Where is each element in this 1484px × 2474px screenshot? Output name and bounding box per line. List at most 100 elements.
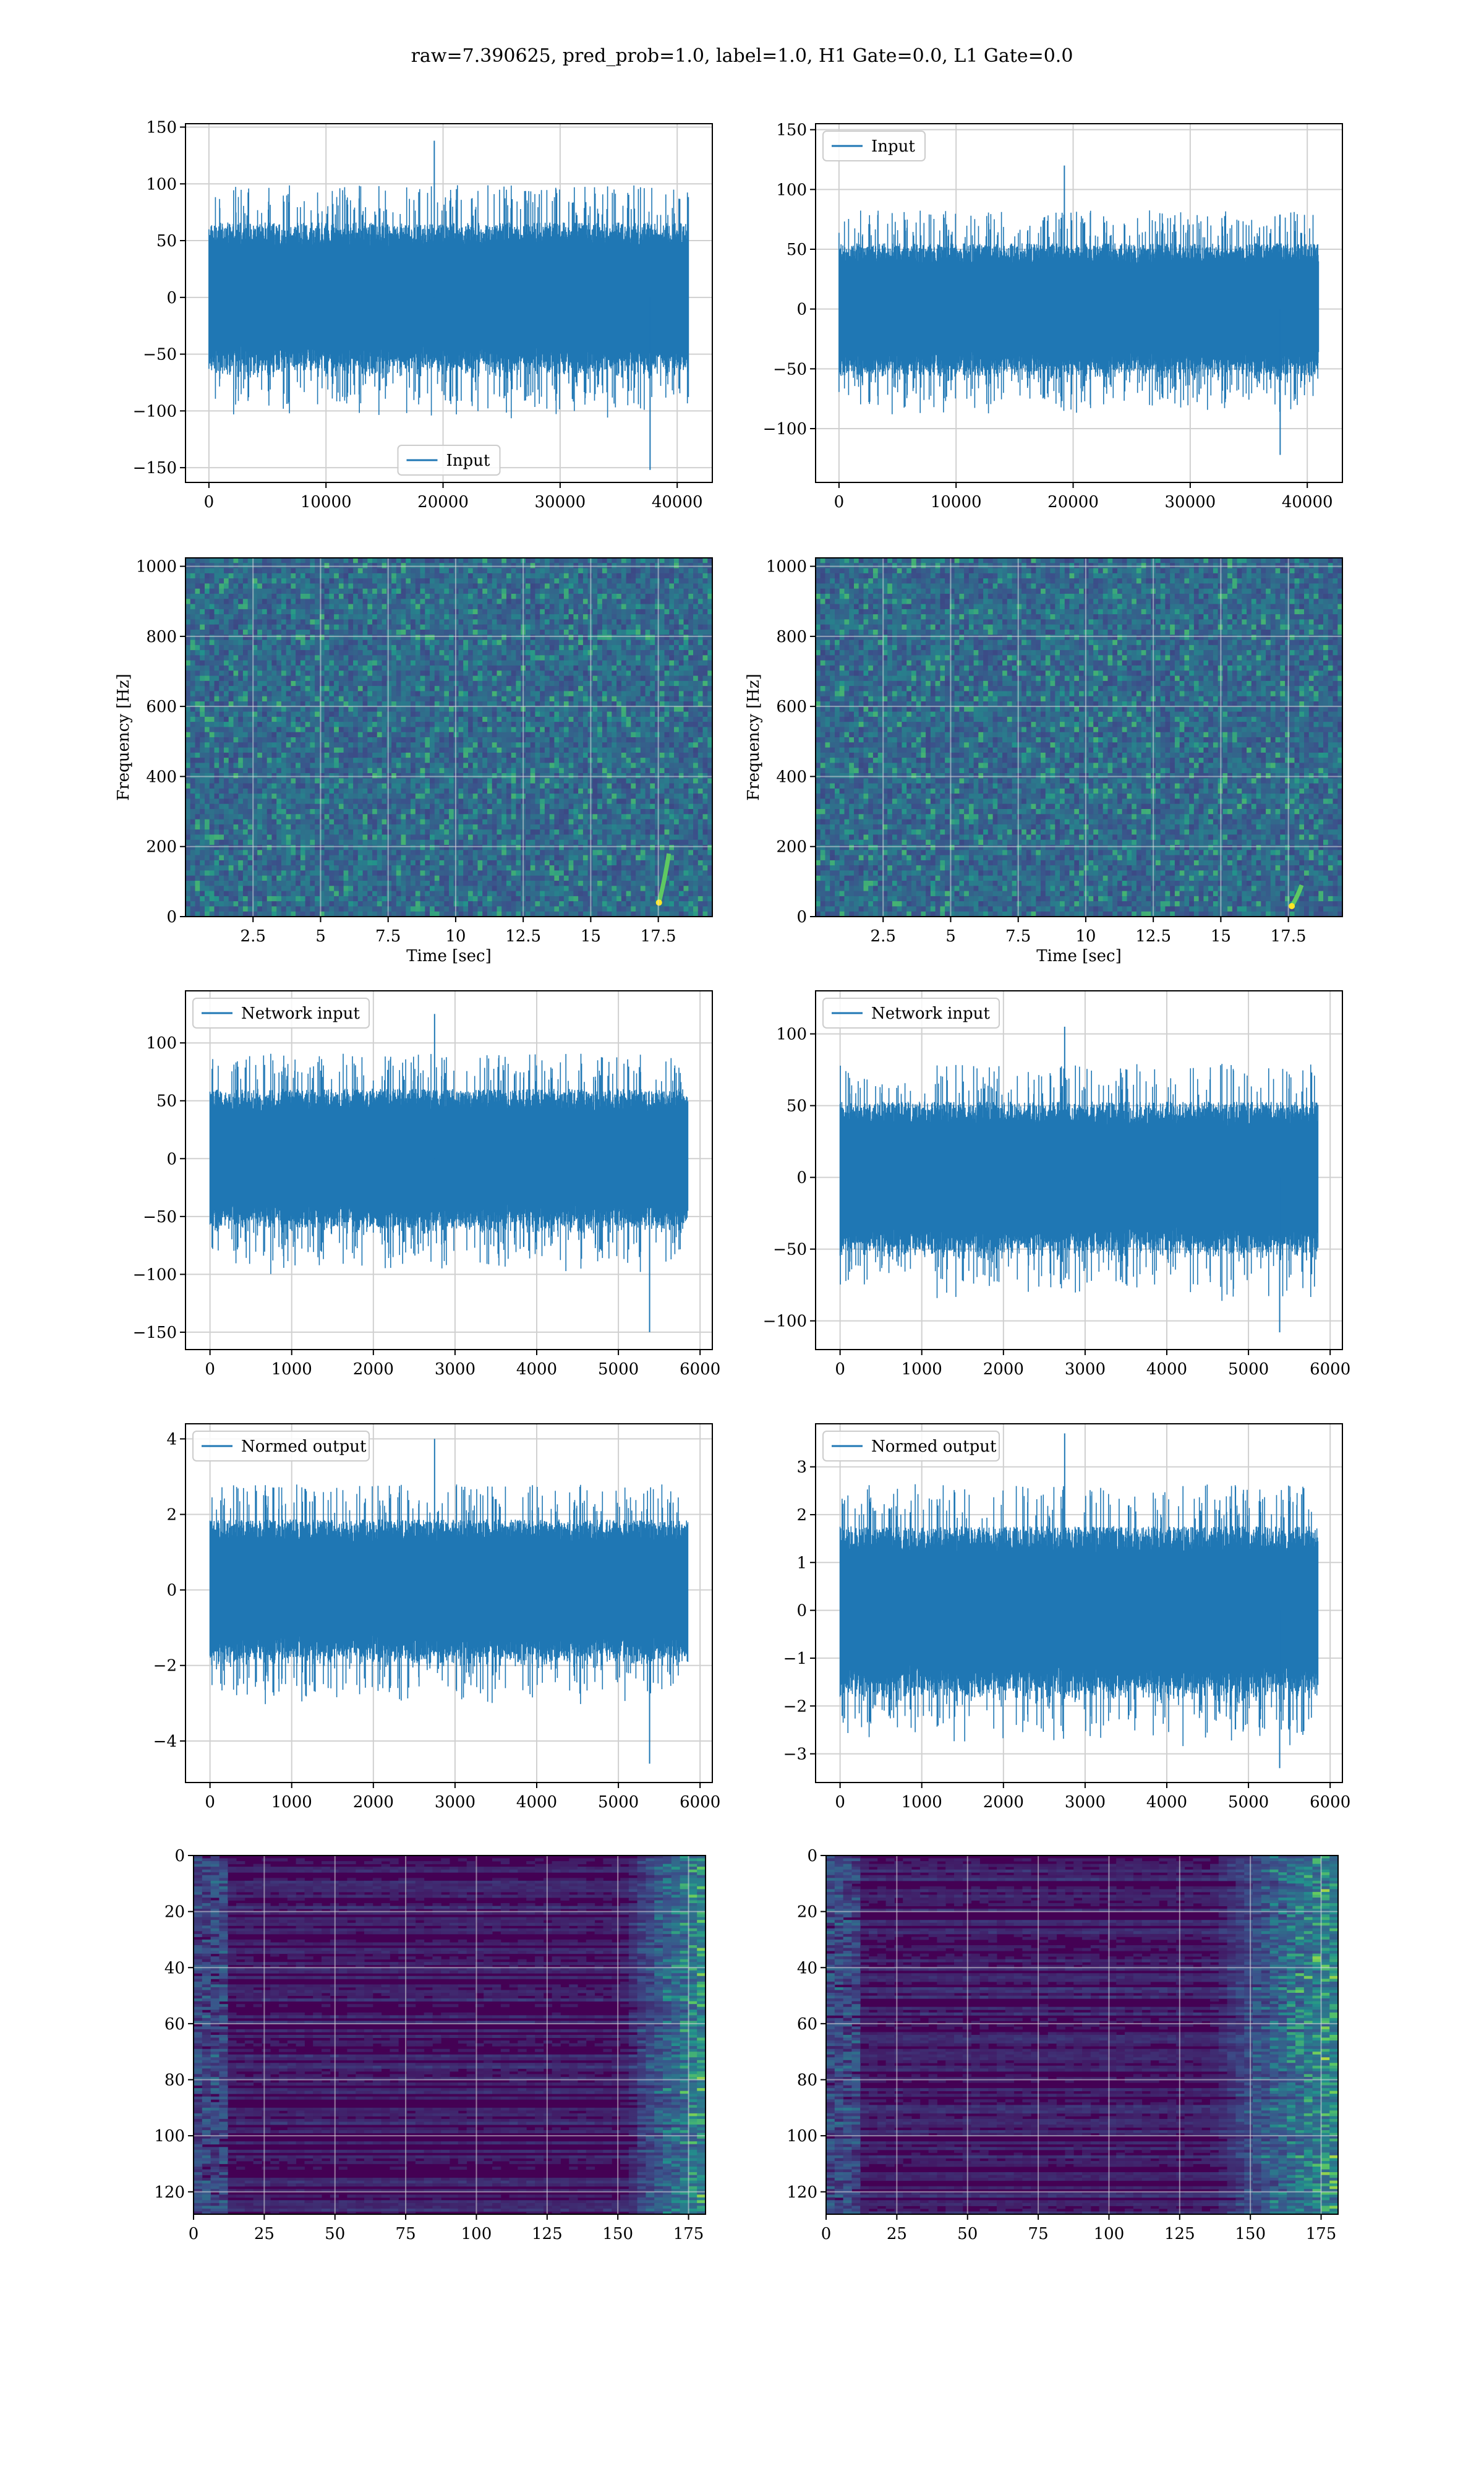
h1-spectrogram-cell (420, 814, 425, 820)
h1-spectrogram-cell (420, 855, 425, 861)
h1-spectrogram-cell (386, 901, 391, 907)
h1-spectrogram-cell (325, 578, 330, 584)
h1-spectrogram-cell (219, 578, 224, 584)
h1-spectrogram-cell (497, 804, 502, 810)
h1-spectrogram-cell (310, 614, 315, 620)
h1-spectrogram-cell (391, 742, 396, 748)
l1-input-ytick-label: 50 (787, 241, 807, 259)
h1-spectrogram-cell (329, 809, 334, 815)
h1-spectrogram-cell (224, 742, 229, 748)
h1-spectrogram-cell (396, 820, 401, 825)
h1-spectrogram-cell (487, 681, 492, 687)
h1-spectrogram-cell (271, 758, 276, 763)
h1-spectrogram-cell (358, 829, 363, 835)
h1-spectrogram-cell (219, 860, 224, 866)
h1-spectrogram-cell (516, 834, 521, 840)
h1-spectrogram-cell (234, 645, 239, 651)
h1-spectrogram-cell (248, 814, 253, 820)
h1-spectrogram-cell (416, 670, 420, 676)
h1-spectrogram-cell (301, 834, 305, 840)
h1-spectrogram-cell (353, 727, 358, 732)
h1-spectrogram-cell (315, 906, 320, 912)
h1-spectrogram-cell (219, 850, 224, 855)
h1-spectrogram-cell (257, 655, 262, 661)
h1-spectrogram-cell (334, 881, 339, 886)
h1-spectrogram-cell (386, 840, 391, 845)
h1-spectrogram-cell (430, 578, 435, 584)
h1-spectrogram-cell (396, 670, 401, 676)
h1-spectrogram-cell (271, 881, 276, 886)
h1-spectrogram-cell (497, 820, 502, 825)
h1-spectrogram-cell (501, 691, 506, 696)
h1-spectrogram-cell (382, 742, 387, 748)
h1-spectrogram-cell (339, 686, 344, 691)
h1-spectrogram-cell (229, 794, 234, 799)
h1-spectrogram-cell (382, 670, 387, 676)
h1-spectrogram-cell (257, 696, 262, 702)
h1-spectrogram-cell (243, 696, 248, 702)
h1-spectrogram-cell (386, 594, 391, 599)
h1-spectrogram-cell (440, 568, 445, 574)
h1-spectrogram-cell (238, 758, 243, 763)
h1-spectrogram-cell (391, 881, 396, 886)
h1-spectrogram-cell (329, 676, 334, 682)
h1-spectrogram-cell (459, 763, 464, 768)
h1-spectrogram-cell (348, 901, 353, 907)
h1-spectrogram-cell (215, 850, 220, 855)
h1-spectrogram-cell (430, 891, 435, 897)
h1-spectrogram-cell (205, 706, 210, 712)
h1-spectrogram-cell (210, 870, 215, 876)
h1-spectrogram-cell (492, 645, 497, 651)
h1-spectrogram-cell (516, 748, 521, 753)
h1-spectrogram-cell (325, 568, 330, 574)
h1-spectrogram-cell (301, 870, 305, 876)
h1-spectrogram-cell (435, 619, 440, 625)
h1-input-ytick-label: 50 (156, 232, 177, 250)
h1-spectrogram-cell (210, 696, 215, 702)
h1-spectrogram-cell (416, 594, 420, 599)
h1-spectrogram-cell (344, 763, 349, 768)
h1-spectrogram-cell (190, 763, 195, 768)
h1-spectrogram-cell (310, 820, 315, 825)
h1-spectrogram-cell (224, 834, 229, 840)
h1-spectrogram-cell (310, 722, 315, 727)
h1-spectrogram-cell (229, 845, 234, 850)
h1-spectrogram-cell (339, 573, 344, 579)
h1-spectrogram-cell (411, 794, 416, 799)
h1-spectrogram-cell (401, 666, 406, 671)
h1-spectrogram-cell (406, 573, 411, 579)
h1-spectrogram-cell (310, 855, 315, 861)
h1-spectrogram-cell (186, 630, 190, 635)
h1-spectrogram-cell (425, 640, 430, 646)
h1-spectrogram-cell (329, 645, 334, 651)
h1-spectrogram-cell (348, 906, 353, 912)
h1-spectrogram-cell (262, 614, 267, 620)
h1-spectrogram-cell (329, 578, 334, 584)
h1-spectrogram-cell (391, 691, 396, 696)
h1-spectrogram-cell (377, 717, 382, 722)
h1-spectrogram-cell (449, 691, 454, 696)
h1-spectrogram-cell (348, 732, 353, 738)
h1-spectrogram-cell (200, 845, 205, 850)
h1-spectrogram-cell (386, 568, 391, 574)
h1-spectrogram-cell (234, 630, 239, 635)
h1-spectrogram-cell (315, 778, 320, 784)
h1-spectrogram-cell (238, 834, 243, 840)
h1-spectrogram-cell (186, 824, 190, 830)
h1-spectrogram-cell (224, 666, 229, 671)
h1-spectrogram-cell (248, 768, 253, 774)
h1-spectrogram-cell (482, 645, 487, 651)
h1-spectrogram-cell (310, 886, 315, 891)
h1-spectrogram-cell (440, 691, 445, 696)
h1-spectrogram-cell (372, 860, 377, 866)
h1-spectrogram-cell (234, 865, 239, 871)
h1-spectrogram-cell (391, 748, 396, 753)
h1-spectrogram-cell (262, 809, 267, 815)
h1-spectrogram-cell (501, 583, 506, 589)
h1-spectrogram-cell (305, 870, 310, 876)
h1-spectrogram-cell (416, 630, 420, 635)
h1-spectrogram-cell (411, 722, 416, 727)
h1-spectrogram-cell (325, 865, 330, 871)
h1-spectrogram-cell (325, 753, 330, 758)
h1-spectrogram-cell (420, 881, 425, 886)
